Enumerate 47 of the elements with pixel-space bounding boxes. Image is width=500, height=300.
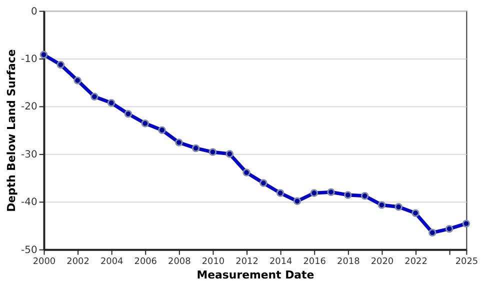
point <box>445 224 454 233</box>
point <box>226 150 234 158</box>
x-tick-label: 2010 <box>202 256 225 267</box>
x-axis-title: Measurement Date <box>196 268 314 282</box>
point <box>192 144 200 152</box>
point <box>124 110 132 118</box>
x-tick-label: 2025 <box>455 256 478 267</box>
x-tick-label: 2022 <box>404 256 428 267</box>
x-tick-label: 2004 <box>100 256 124 267</box>
point <box>428 228 436 237</box>
y-axis-title: Depth Below Land Surface <box>5 49 18 212</box>
point <box>394 203 402 211</box>
y-tick-label: -10 <box>21 54 38 65</box>
point <box>208 148 217 156</box>
point <box>462 220 470 228</box>
point <box>344 191 352 199</box>
point <box>242 168 250 176</box>
point <box>158 126 166 134</box>
y-tick-label: -20 <box>21 102 38 113</box>
point <box>378 201 386 209</box>
point <box>90 92 98 101</box>
point <box>175 138 183 146</box>
y-tick-label: -30 <box>21 149 38 160</box>
x-tick-label: 2002 <box>66 256 90 267</box>
point <box>327 188 335 196</box>
point <box>412 209 420 217</box>
point <box>260 179 268 187</box>
x-tick-label: 2006 <box>134 256 158 267</box>
y-tick-label: -40 <box>21 197 38 208</box>
x-tick-label: 2016 <box>303 256 326 267</box>
point <box>40 50 48 59</box>
point <box>276 189 284 197</box>
x-tick-label: 2018 <box>337 256 360 267</box>
x-tick-label: 2012 <box>236 256 258 267</box>
y-tick-label: 0 <box>30 6 38 18</box>
point <box>293 197 302 206</box>
point <box>141 120 150 128</box>
point <box>107 99 116 107</box>
point <box>360 192 369 200</box>
x-tick-label: 2020 <box>370 256 394 267</box>
point <box>56 60 65 69</box>
point <box>310 189 318 197</box>
y-tick-label: -50 <box>21 244 38 256</box>
x-tick-label: 2000 <box>32 256 56 267</box>
x-tick-label: 2008 <box>168 256 192 267</box>
x-tick-label: 2014 <box>269 256 292 267</box>
point <box>74 76 82 84</box>
